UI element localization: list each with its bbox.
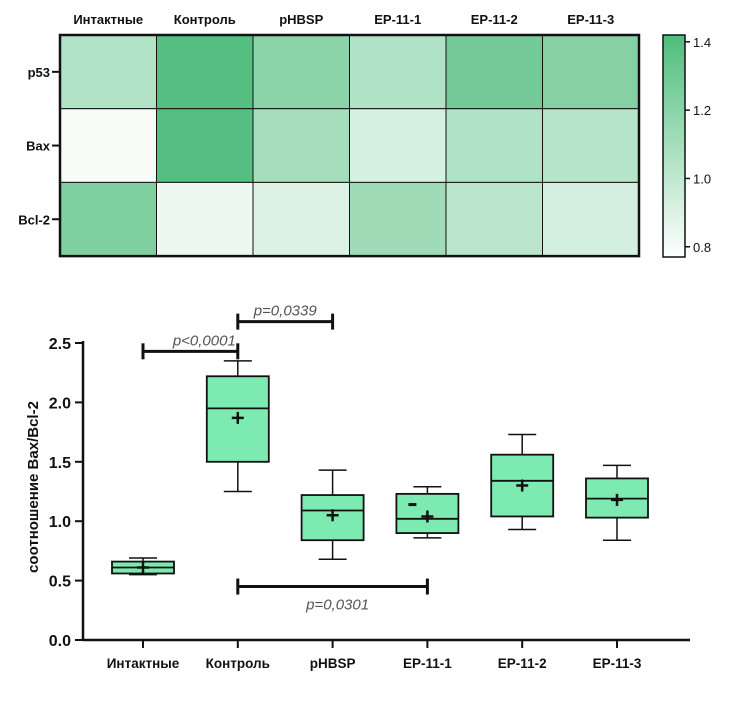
y-tick-label: 2.0 <box>49 395 71 412</box>
heatmap-column-label: EP-11-2 <box>471 12 518 27</box>
colorbar-bar <box>662 34 686 258</box>
y-axis-label: соотношение Bax/Bcl-2 <box>25 401 42 573</box>
heatmap-cell <box>252 34 350 110</box>
heatmap-column-label: Интактные <box>73 12 143 27</box>
heatmap-column-label: EP-11-1 <box>374 12 421 27</box>
box <box>490 453 555 518</box>
heatmap-cell <box>349 108 447 183</box>
heatmap-cell <box>445 181 543 257</box>
y-tick-label: 1.0 <box>49 514 71 531</box>
x-tick-label: Контроль <box>206 656 270 671</box>
y-tick-label: 0.5 <box>49 574 71 591</box>
heatmap-column-label: Контроль <box>174 12 236 27</box>
heatmap-row-label: p53 <box>28 65 50 80</box>
significance-label: p=0,0339 <box>253 303 318 320</box>
mean-marker <box>231 411 244 424</box>
y-tick-label: 0.0 <box>49 633 71 650</box>
x-tick-label: EP-11-3 <box>593 656 642 671</box>
heatmap: Интактные Контроль pHBSP EP-11-1 EP-11-2 EP-1… <box>18 12 641 258</box>
heatmap-cell <box>156 34 254 110</box>
heatmap-cell <box>349 34 447 110</box>
x-tick-label: EP-11-2 <box>498 656 547 671</box>
heatmap-cell <box>252 181 350 257</box>
heatmap-cell <box>59 181 157 257</box>
y-tick-label: 1.5 <box>49 455 71 472</box>
heatmap-cell <box>156 108 254 183</box>
colorbar-tick-label: 0.8 <box>693 240 711 255</box>
mean-marker <box>421 510 434 523</box>
x-tick-label: Интактные <box>107 656 180 671</box>
colorbar: 1.4 1.2 1.0 0.8 <box>662 34 711 258</box>
heatmap-cell <box>59 108 157 183</box>
heatmap-cell <box>349 181 447 257</box>
x-tick-label: EP-11-1 <box>403 656 452 671</box>
mean-marker <box>516 479 529 492</box>
significance-label: p=0,0301 <box>305 597 369 614</box>
colorbar-tick-label: 1.4 <box>693 35 711 50</box>
heatmap-cell <box>156 181 254 257</box>
box-plot: соотношение Bax/Bcl-2 0.0 0.5 1.0 1.5 2.0 2.5… <box>25 303 690 671</box>
colorbar-tick-label: 1.2 <box>693 103 711 118</box>
significance-label: p<0,0001 <box>172 332 236 349</box>
heatmap-column-label: pHBSP <box>279 12 323 27</box>
heatmap-cell <box>542 34 640 110</box>
x-tick-label: pHBSP <box>310 656 356 671</box>
colorbar-tick-label: 1.0 <box>693 171 711 186</box>
heatmap-column-label: EP-11-3 <box>567 12 614 27</box>
heatmap-cell <box>445 108 543 183</box>
heatmap-cell <box>252 108 350 183</box>
mean-marker <box>326 509 339 522</box>
heatmap-cell <box>542 108 640 183</box>
heatmap-row-label: Bax <box>26 139 51 154</box>
heatmap-row-label: Bcl-2 <box>18 212 50 227</box>
heatmap-cell <box>445 34 543 110</box>
mean-marker <box>611 493 623 506</box>
heatmap-cell <box>542 181 640 257</box>
mean-marker <box>137 561 149 574</box>
heatmap-cell <box>59 34 157 110</box>
y-tick-label: 2.5 <box>49 336 71 353</box>
